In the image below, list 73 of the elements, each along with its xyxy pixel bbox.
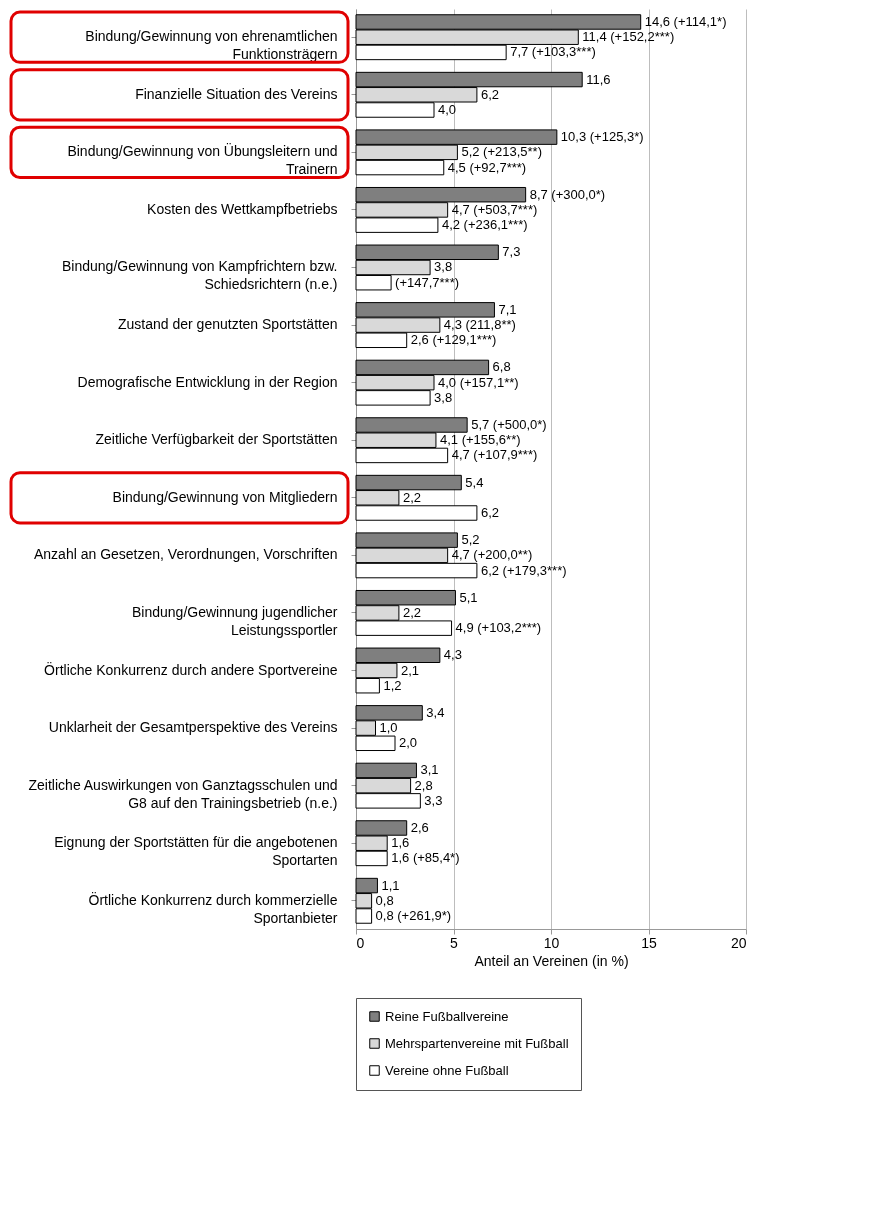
x-tick-label: 0 (356, 934, 365, 951)
x-tick-label: 10 (543, 934, 560, 951)
data-label: 1,0 (379, 720, 398, 736)
y-tick-label: Zustand der genutzten Sportstätten (118, 316, 338, 333)
data-label: 11,4 (+152,2***) (582, 29, 675, 45)
y-tick-label: Örtliche Konkurrenz durch kommerzielle Sportanbieter (88, 890, 338, 926)
data-label: 0,8 (375, 892, 394, 908)
data-label: 3,4 (426, 704, 445, 720)
data-label: 3,1 (420, 762, 439, 778)
legend-label: Vereine ohne Fußball (385, 1062, 509, 1078)
annotation: (+147,7***) (395, 274, 460, 290)
data-label: 8,7 (+300,0*) (529, 186, 606, 202)
data-label: 2,0 (399, 735, 418, 751)
data-label: 1,6 (+85,4*) (391, 850, 460, 866)
x-tick-label: 15 (641, 934, 657, 951)
x-axis-title: Anteil an Vereinen (in %) (474, 952, 629, 969)
data-label: 0,8 (+261,9*) (375, 908, 452, 924)
data-label: 7,3 (502, 244, 521, 260)
data-label: 10,3 (+125,3*) (560, 129, 644, 145)
data-label: 2,8 (414, 777, 433, 793)
data-label: 6,2 (+179,3***) (480, 562, 567, 578)
y-tick-label: Zeitliche Verfügbarkeit der Sportstätten (95, 431, 338, 448)
data-label: 5,7 (+500,0*) (471, 416, 547, 432)
data-label: 4,3 (443, 647, 462, 663)
data-label: 7,1 (498, 301, 517, 317)
y-tick-label: Bindung/Gewinnung von Mitgliedern (112, 488, 338, 505)
data-label: 5,2 (+213,5**) (461, 144, 542, 160)
y-tick-label: Eignung der Sportstätten für die angebotenen Sportarten (54, 834, 338, 869)
y-tick-label: Örtliche Konkurrenz durch andere Sportvereine (44, 660, 338, 678)
y-tick-label: Bindung/Gewinnung jugendlicher Leistungssportler (132, 603, 338, 638)
data-label: 1,6 (391, 835, 410, 851)
data-label: 4,2 (+236,1***) (441, 217, 528, 233)
data-label: 4,9 (+103,2***) (455, 620, 542, 636)
data-label: 3,8 (434, 389, 453, 405)
y-tick-label: Finanzielle Situation des Vereins (135, 85, 338, 102)
data-label: 2,2 (402, 489, 421, 505)
data-label: 4,5 (+92,7***) (447, 159, 527, 175)
legend-label: Reine Fußballvereine (385, 1008, 509, 1024)
y-tick-label: Zeitliche Auswirkungen von Ganztagsschulen und G8 auf den Trainingsbetrieb (n.e.) (28, 776, 338, 811)
data-label: 6,2 (480, 505, 499, 521)
y-tick-label: Bindung/Gewinnung von Übungsleitern und Trainern (67, 142, 338, 178)
data-label: 1,2 (383, 677, 402, 693)
data-label: 11,6 (586, 71, 611, 87)
data-label: 5,1 (459, 589, 478, 605)
data-label: 1,1 (381, 877, 400, 893)
data-label: 5,4 (465, 474, 484, 490)
data-label: 4,3 (211,8**) (443, 317, 516, 333)
data-label: 2,1 (400, 662, 420, 678)
data-label: 3,8 (434, 259, 453, 275)
x-tick-label: 5 (450, 934, 459, 951)
y-tick-label: Unklarheit der Gesamtperspektive des Vereins (48, 719, 338, 736)
data-label: 6,2 (480, 86, 499, 102)
x-tick-label: 20 (730, 934, 747, 951)
data-label: 4,0 (+157,1**) (438, 374, 519, 390)
y-tick-label: Bindung/Gewinnung von ehrenamtlichen Funktionsträgern (85, 28, 338, 63)
data-label: 4,7 (+503,7***) (451, 201, 538, 217)
data-label: 2,6 (410, 820, 429, 835)
data-label: 2,2 (402, 604, 421, 620)
data-label: 5,2 (461, 532, 480, 548)
data-label: 6,8 (492, 359, 511, 375)
data-label: 4,1 (+155,6**) (439, 432, 521, 448)
data-label: 7,7 (+103,3***) (510, 44, 596, 60)
data-label: 3,3 (424, 792, 443, 808)
y-tick-label: Anzahl an Gesetzen, Verordnungen, Vorschriften (33, 546, 338, 563)
data-label: 14,6 (+114,1*) (644, 13, 727, 29)
data-label: 4,7 (+107,9***) (451, 447, 538, 463)
data-label: 2,6 (+129,1***) (410, 332, 497, 348)
data-label: 4,7 (+200,0**) (451, 547, 533, 563)
y-tick-label: Kosten des Wettkampfbetriebs (147, 200, 338, 217)
legend-label: Mehrspartenvereine mit Fußball (385, 1035, 569, 1051)
y-tick-label: Bindung/Gewinnung von Kampfrichtern bzw. Schiedsrichtern (n.e.) (62, 258, 338, 293)
y-tick-label: Demografische Entwicklung in der Region (77, 373, 338, 390)
data-label: 4,0 (438, 102, 457, 117)
